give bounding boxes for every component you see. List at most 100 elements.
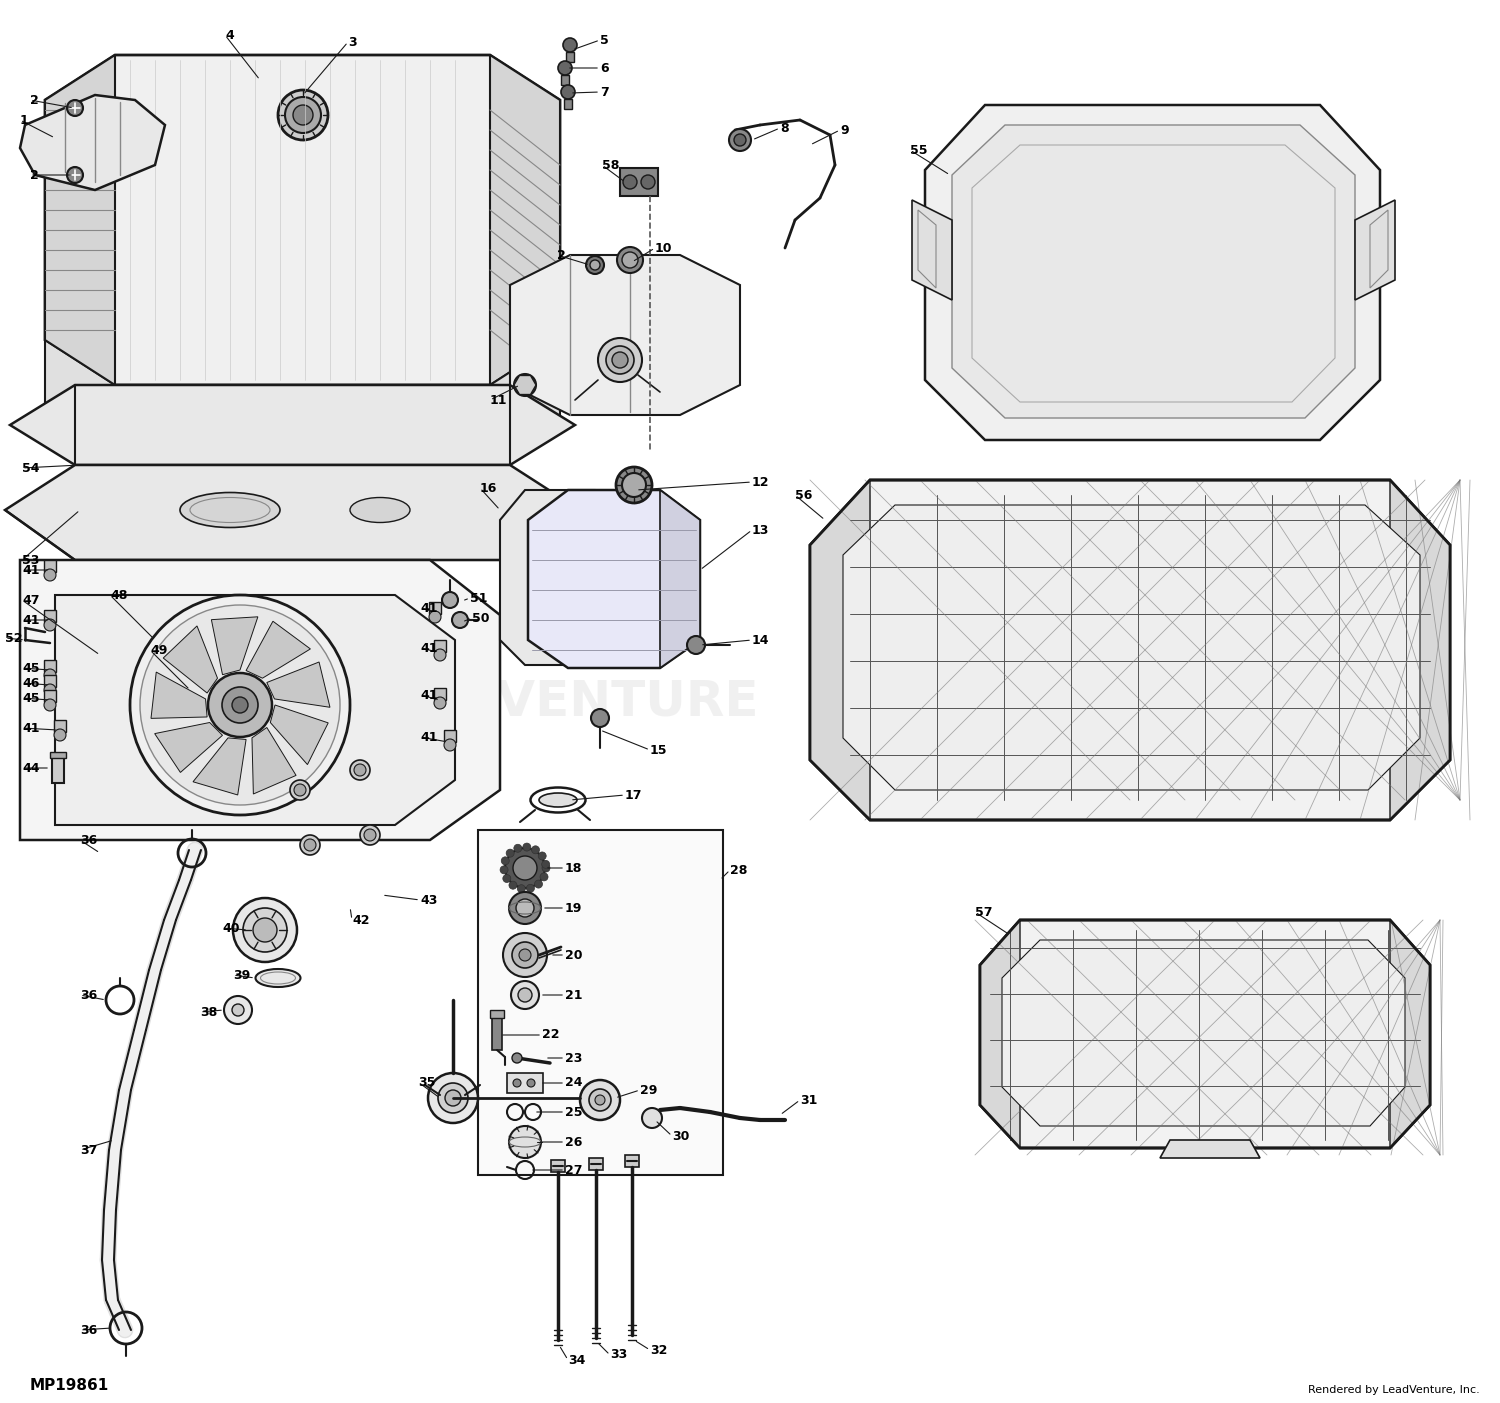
Text: 31: 31 bbox=[800, 1093, 818, 1107]
Bar bbox=[433, 640, 445, 652]
Polygon shape bbox=[152, 672, 207, 718]
Polygon shape bbox=[4, 464, 580, 560]
Text: 32: 32 bbox=[650, 1344, 668, 1357]
Circle shape bbox=[622, 473, 646, 497]
Text: 44: 44 bbox=[22, 762, 39, 774]
Circle shape bbox=[44, 570, 55, 581]
Circle shape bbox=[364, 829, 376, 840]
Polygon shape bbox=[10, 384, 574, 464]
Text: 26: 26 bbox=[566, 1135, 582, 1149]
Bar bbox=[50, 752, 66, 758]
Text: 36: 36 bbox=[80, 1323, 98, 1337]
Circle shape bbox=[514, 845, 522, 852]
Polygon shape bbox=[194, 738, 246, 796]
Text: 3: 3 bbox=[348, 35, 357, 49]
Polygon shape bbox=[1390, 920, 1429, 1148]
Polygon shape bbox=[164, 626, 218, 693]
Circle shape bbox=[442, 592, 458, 607]
Text: 36: 36 bbox=[80, 989, 98, 1002]
Text: 9: 9 bbox=[840, 123, 849, 136]
Circle shape bbox=[512, 941, 538, 968]
Polygon shape bbox=[252, 728, 296, 794]
Circle shape bbox=[729, 129, 752, 152]
Text: 38: 38 bbox=[200, 1006, 217, 1019]
Text: 29: 29 bbox=[640, 1083, 657, 1097]
Bar bbox=[44, 560, 55, 572]
Polygon shape bbox=[20, 560, 500, 840]
Circle shape bbox=[558, 60, 572, 74]
Polygon shape bbox=[246, 622, 310, 678]
Bar bbox=[590, 1157, 603, 1170]
Circle shape bbox=[531, 846, 540, 854]
Circle shape bbox=[640, 175, 656, 189]
Text: 41: 41 bbox=[22, 721, 39, 735]
Text: MP19861: MP19861 bbox=[30, 1378, 109, 1393]
Text: 16: 16 bbox=[480, 481, 498, 494]
Bar bbox=[444, 730, 456, 742]
Polygon shape bbox=[500, 490, 620, 665]
Circle shape bbox=[285, 97, 321, 133]
Circle shape bbox=[44, 699, 55, 711]
Circle shape bbox=[506, 849, 515, 857]
Circle shape bbox=[534, 880, 543, 888]
Bar bbox=[478, 831, 723, 1174]
Circle shape bbox=[500, 866, 508, 874]
Polygon shape bbox=[980, 920, 1020, 1148]
Polygon shape bbox=[926, 105, 1380, 441]
Bar bbox=[620, 168, 658, 196]
Text: 30: 30 bbox=[672, 1129, 690, 1142]
Bar bbox=[429, 602, 441, 615]
Circle shape bbox=[506, 847, 544, 888]
Text: 10: 10 bbox=[656, 241, 672, 254]
Text: 18: 18 bbox=[566, 861, 582, 874]
Circle shape bbox=[44, 619, 55, 631]
Circle shape bbox=[232, 898, 297, 962]
Bar bbox=[507, 1073, 543, 1093]
Circle shape bbox=[509, 1127, 542, 1157]
Circle shape bbox=[354, 765, 366, 776]
Text: 13: 13 bbox=[752, 523, 770, 536]
Circle shape bbox=[360, 825, 380, 845]
Text: 41: 41 bbox=[420, 641, 438, 655]
Text: 50: 50 bbox=[472, 612, 489, 624]
Text: 19: 19 bbox=[566, 902, 582, 915]
Text: 22: 22 bbox=[542, 1028, 560, 1041]
Circle shape bbox=[501, 857, 510, 864]
Polygon shape bbox=[45, 55, 116, 384]
Text: 23: 23 bbox=[566, 1051, 582, 1065]
Text: 21: 21 bbox=[566, 989, 582, 1002]
Polygon shape bbox=[270, 704, 328, 765]
Circle shape bbox=[622, 175, 638, 189]
Polygon shape bbox=[810, 480, 870, 819]
Text: 40: 40 bbox=[222, 922, 240, 934]
Circle shape bbox=[427, 1073, 478, 1122]
Circle shape bbox=[243, 908, 286, 953]
Circle shape bbox=[518, 988, 532, 1002]
Circle shape bbox=[290, 780, 310, 800]
Circle shape bbox=[222, 687, 258, 723]
Circle shape bbox=[446, 1090, 460, 1106]
Polygon shape bbox=[1160, 1141, 1260, 1157]
Text: 2: 2 bbox=[30, 94, 39, 107]
Circle shape bbox=[224, 996, 252, 1024]
Circle shape bbox=[503, 933, 548, 976]
Text: 48: 48 bbox=[110, 588, 128, 602]
Text: 2: 2 bbox=[30, 168, 39, 181]
Text: 56: 56 bbox=[795, 488, 813, 501]
Bar bbox=[433, 687, 445, 700]
Circle shape bbox=[590, 260, 600, 269]
Bar bbox=[561, 74, 568, 86]
Bar bbox=[44, 690, 55, 702]
Text: 25: 25 bbox=[566, 1106, 582, 1118]
Text: 34: 34 bbox=[568, 1354, 585, 1367]
Circle shape bbox=[542, 864, 550, 873]
Text: 12: 12 bbox=[752, 476, 770, 488]
Polygon shape bbox=[514, 376, 535, 394]
Circle shape bbox=[140, 605, 340, 805]
Circle shape bbox=[540, 873, 548, 881]
Text: 17: 17 bbox=[626, 788, 642, 801]
Text: 27: 27 bbox=[566, 1163, 582, 1177]
Circle shape bbox=[616, 247, 644, 274]
Circle shape bbox=[512, 981, 538, 1009]
Circle shape bbox=[503, 874, 512, 882]
